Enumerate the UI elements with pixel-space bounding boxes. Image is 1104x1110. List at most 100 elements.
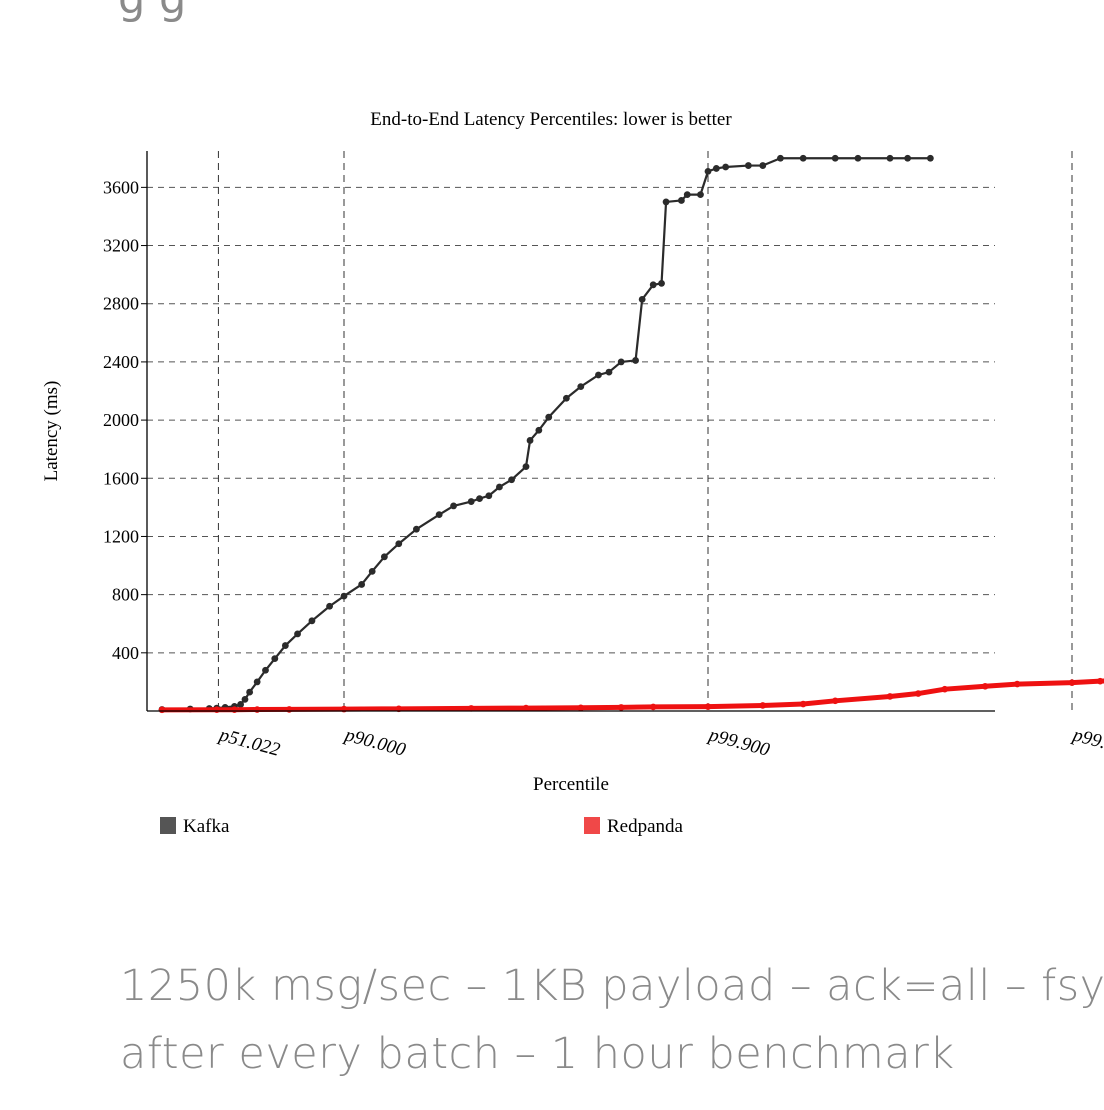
data-point-kafka xyxy=(508,476,515,484)
data-point-kafka xyxy=(485,492,493,500)
data-point-redpanda xyxy=(213,706,221,713)
y-axis-label: Latency (ms) xyxy=(41,381,62,482)
x-axis-ticks: p51.022 p90.000 p99.900 p99.999 xyxy=(215,724,1104,761)
data-point-redpanda xyxy=(799,700,807,708)
legend-swatch-redpanda xyxy=(584,817,600,834)
data-point-kafka xyxy=(697,191,704,199)
x-tick-label: p99.900 xyxy=(705,724,772,761)
data-point-redpanda xyxy=(522,704,530,712)
data-point-redpanda xyxy=(704,703,712,710)
data-point-redpanda xyxy=(759,702,767,709)
chart-title: End-to-End Latency Percentiles: lower is… xyxy=(370,109,732,130)
chart-caption: 1250k msg/sec – 1KB payload – ack=all – … xyxy=(120,952,1104,1088)
data-point-redpanda xyxy=(649,703,657,711)
data-point-kafka xyxy=(358,581,366,588)
data-point-kafka xyxy=(435,511,443,519)
data-point-kafka xyxy=(253,678,261,686)
data-point-kafka xyxy=(722,163,730,171)
x-tick-label: p90.000 xyxy=(341,724,408,761)
y-tick-label: 400 xyxy=(112,643,139,663)
data-point-kafka xyxy=(380,553,388,561)
data-point-kafka xyxy=(340,592,348,600)
caption-line-2: after every batch – 1 hour benchmark xyxy=(120,1029,955,1079)
data-point-kafka xyxy=(308,617,316,625)
data-point-kafka xyxy=(522,463,530,471)
data-point-kafka xyxy=(294,630,301,638)
data-point-redpanda xyxy=(1096,677,1104,685)
data-point-redpanda xyxy=(231,706,238,713)
data-point-kafka xyxy=(704,167,712,175)
data-point-kafka xyxy=(281,642,289,649)
data-point-redpanda xyxy=(253,706,261,713)
data-point-kafka xyxy=(241,695,249,703)
chart-grid xyxy=(147,151,1073,711)
data-point-kafka xyxy=(496,483,503,491)
cropped-heading-fragment: g g xyxy=(118,0,186,24)
y-tick-label: 3200 xyxy=(103,236,139,256)
data-point-redpanda xyxy=(941,685,949,693)
data-point-kafka xyxy=(678,197,685,204)
legend-label-redpanda: Redpanda xyxy=(607,816,684,837)
legend-swatch-kafka xyxy=(160,817,176,834)
data-point-kafka xyxy=(413,525,420,533)
legend-item-kafka: Kafka xyxy=(160,816,230,837)
data-point-kafka xyxy=(562,394,570,402)
data-point-kafka xyxy=(450,502,457,510)
data-point-kafka xyxy=(237,701,244,708)
y-tick-label: 3600 xyxy=(103,177,139,197)
data-point-redpanda xyxy=(1068,679,1076,686)
data-point-kafka xyxy=(831,154,839,162)
y-tick-label: 1600 xyxy=(103,468,139,488)
data-point-redpanda xyxy=(886,693,894,700)
data-point-kafka xyxy=(904,154,912,162)
data-point-kafka xyxy=(535,426,543,434)
data-point-kafka xyxy=(632,357,639,364)
data-point-redpanda xyxy=(577,704,585,712)
data-point-redpanda xyxy=(158,706,166,714)
data-point-kafka xyxy=(854,154,862,162)
data-point-kafka xyxy=(326,602,333,610)
data-point-redpanda xyxy=(1013,680,1021,688)
y-tick-label: 800 xyxy=(112,585,139,605)
data-point-kafka xyxy=(777,154,784,162)
data-point-redpanda xyxy=(981,682,989,690)
data-point-kafka xyxy=(926,154,934,162)
data-point-kafka xyxy=(246,688,254,696)
latency-chart: End-to-End Latency Percentiles: lower is… xyxy=(41,109,1104,837)
data-point-kafka xyxy=(467,498,475,505)
data-point-kafka xyxy=(886,154,894,162)
data-point-kafka xyxy=(662,198,670,206)
legend: Kafka Redpanda xyxy=(160,816,684,837)
data-point-kafka xyxy=(638,295,646,303)
y-tick-label: 2000 xyxy=(103,410,139,430)
data-point-kafka xyxy=(683,191,691,199)
data-point-kafka xyxy=(545,413,553,421)
chart-series xyxy=(158,154,1104,714)
data-point-kafka xyxy=(649,281,657,289)
y-tick-label: 2400 xyxy=(103,352,139,372)
legend-label-kafka: Kafka xyxy=(183,816,230,837)
y-axis-ticks: 400 800 1200 1600 2000 2400 2800 3200 3600 xyxy=(103,177,147,663)
data-point-kafka xyxy=(759,162,767,169)
x-tick-label: p51.022 xyxy=(215,724,282,761)
series-line-kafka xyxy=(161,157,931,711)
x-axis-label: Percentile xyxy=(533,774,609,795)
data-point-redpanda xyxy=(831,697,839,705)
data-point-redpanda xyxy=(285,706,293,713)
data-point-kafka xyxy=(744,162,752,169)
data-point-kafka xyxy=(799,154,807,162)
data-point-kafka xyxy=(368,567,376,575)
data-point-kafka xyxy=(658,279,665,287)
data-point-redpanda xyxy=(914,690,922,697)
data-point-kafka xyxy=(262,666,269,674)
caption-line-1: 1250k msg/sec – 1KB payload – ack=all – … xyxy=(120,961,1104,1011)
data-point-kafka xyxy=(605,368,613,376)
data-point-redpanda xyxy=(467,705,475,712)
data-point-kafka xyxy=(617,358,625,366)
y-tick-label: 1200 xyxy=(103,526,139,546)
data-point-kafka xyxy=(271,655,279,663)
data-point-kafka xyxy=(712,165,720,172)
data-point-kafka xyxy=(577,383,585,391)
series-line-redpanda xyxy=(161,678,1104,713)
legend-item-redpanda: Redpanda xyxy=(584,816,684,837)
